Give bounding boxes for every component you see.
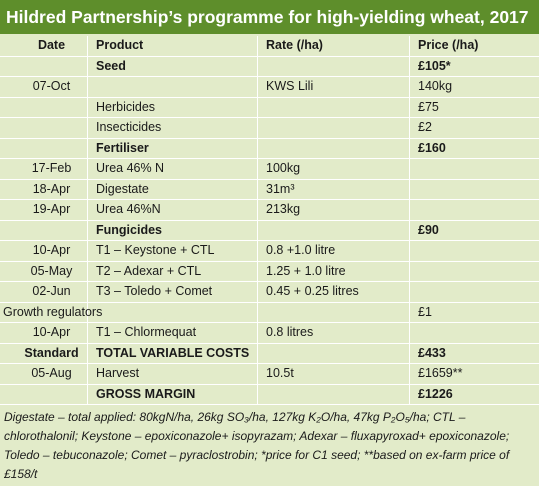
price-cell [410, 282, 539, 302]
table-row: 07-Oct KWS Lili 140kg [0, 77, 539, 98]
date-cell: Growth regulators [0, 302, 102, 322]
rate-cell: 100kg [258, 159, 410, 179]
product-cell: Fertiliser [88, 138, 258, 158]
table-row: Seed £105* [0, 56, 539, 77]
date-cell: 10-Apr [0, 323, 88, 343]
date-cell: 05-May [0, 261, 88, 281]
date-cell: Standard [0, 343, 88, 363]
date-cell: 10-Apr [0, 241, 88, 261]
price-cell [410, 180, 539, 200]
table-row: 05-Aug Harvest 10.5t £1659** [0, 364, 539, 385]
product-cell: T1 – Chlormequat [88, 323, 258, 343]
price-cell: £75 [418, 99, 439, 114]
rate-cell [258, 97, 410, 117]
date-cell: 02-Jun [0, 282, 88, 302]
rate-cell [258, 343, 410, 363]
table: Date Product Rate (/ha) Price (/ha) Seed £105… [0, 36, 539, 405]
price-cell: £105* [418, 58, 451, 73]
table-row: 02-Jun T3 – Toledo + Comet 0.45 + 0.25 lit… [0, 282, 539, 303]
price-cell: £2 [418, 120, 432, 134]
product-cell: GROSS MARGIN [88, 384, 258, 404]
price-cell [410, 159, 539, 179]
table-row: 10-Apr T1 – Chlormequat 0.8 litres [0, 323, 539, 344]
product-cell: TOTAL VARIABLE COSTS [88, 343, 258, 363]
table-row: 18-Apr Digestate 31m³ [0, 179, 539, 200]
table-row: 17-Feb Urea 46% N 100kg [0, 159, 539, 180]
rate-cell: 0.8 +1.0 litre [258, 241, 410, 261]
price-cell: £433 [418, 345, 446, 360]
product-cell: Insecticides [88, 118, 258, 138]
table-row: 05-May T2 – Adexar + CTL 1.25 + 1.0 litre [0, 261, 539, 282]
table-row: Insecticides £2 [0, 118, 539, 139]
rate-cell: 0.8 litres [258, 323, 410, 343]
rate-cell [258, 118, 410, 138]
product-cell: Fungicides [88, 220, 258, 240]
notes: Digestate – total applied: 80kgN/ha, 26k… [4, 410, 510, 481]
date-cell: 18-Apr [0, 179, 88, 199]
product-cell [88, 302, 258, 322]
date-cell [0, 56, 88, 76]
product-cell [88, 77, 258, 97]
price-cell [410, 262, 539, 282]
price-cell [410, 323, 539, 343]
rate-cell: 31m³ [258, 179, 410, 199]
price-cell: £90 [418, 222, 439, 237]
rate-cell [258, 384, 410, 404]
date-cell: Date [0, 36, 88, 56]
price-cell: £1 [418, 304, 432, 319]
product-cell: Digestate [88, 179, 258, 199]
table-row: Standard TOTAL VARIABLE COSTS £433 [0, 343, 539, 364]
price-cell: £160 [418, 140, 446, 155]
rate-cell: 10.5t [258, 364, 410, 384]
date-cell: 17-Feb [0, 159, 88, 179]
table-row: 19-Apr Urea 46%N 213kg [0, 200, 539, 221]
product-cell: Seed [88, 56, 258, 76]
date-cell: 07-Oct [0, 77, 88, 97]
date-cell: 05-Aug [0, 364, 88, 384]
product-cell: T1 – Keystone + CTL [88, 241, 258, 261]
product-cell: T3 – Toledo + Comet [88, 282, 258, 302]
date-cell [0, 138, 88, 158]
price-cell [410, 200, 539, 220]
price-cell: 140kg [418, 79, 453, 93]
product-cell: Product [88, 36, 258, 56]
product-cell: T2 – Adexar + CTL [88, 261, 258, 281]
product-cell: Urea 46%N [88, 200, 258, 220]
rate-cell [258, 56, 410, 76]
table-row: GROSS MARGIN £1226 [0, 384, 539, 405]
table-row: Fertiliser £160 [0, 138, 539, 159]
price-cell [410, 241, 539, 261]
product-cell: Urea 46% N [88, 159, 258, 179]
product-cell: Harvest [88, 364, 258, 384]
table-row: Herbicides £75 [0, 97, 539, 118]
table-row: Growth regulators £1 [0, 302, 539, 323]
price-cell: Price (/ha) [418, 38, 479, 52]
rate-cell: Rate (/ha) [258, 36, 410, 56]
title: Hildred Partnership’s programme for high… [0, 0, 539, 34]
rate-cell: 0.45 + 0.25 litres [258, 282, 410, 302]
price-cell: £1226 [418, 386, 453, 401]
rate-cell [258, 220, 410, 240]
date-cell [0, 384, 88, 404]
product-cell: Herbicides [88, 97, 258, 117]
rate-cell: KWS Lili [258, 77, 410, 97]
date-cell [0, 97, 88, 117]
price-cell: £1659** [418, 366, 463, 380]
table-row: Fungicides £90 [0, 220, 539, 241]
table-row: 10-Apr T1 – Keystone + CTL 0.8 +1.0 litre [0, 241, 539, 262]
header-row: Date Product Rate (/ha) Price (/ha) [0, 36, 539, 57]
rate-cell [258, 138, 410, 158]
date-cell: 19-Apr [0, 200, 88, 220]
rate-cell: 1.25 + 1.0 litre [258, 261, 410, 281]
date-cell [0, 220, 88, 240]
rate-cell: 213kg [258, 200, 410, 220]
rate-cell [258, 302, 410, 322]
date-cell [0, 118, 88, 138]
